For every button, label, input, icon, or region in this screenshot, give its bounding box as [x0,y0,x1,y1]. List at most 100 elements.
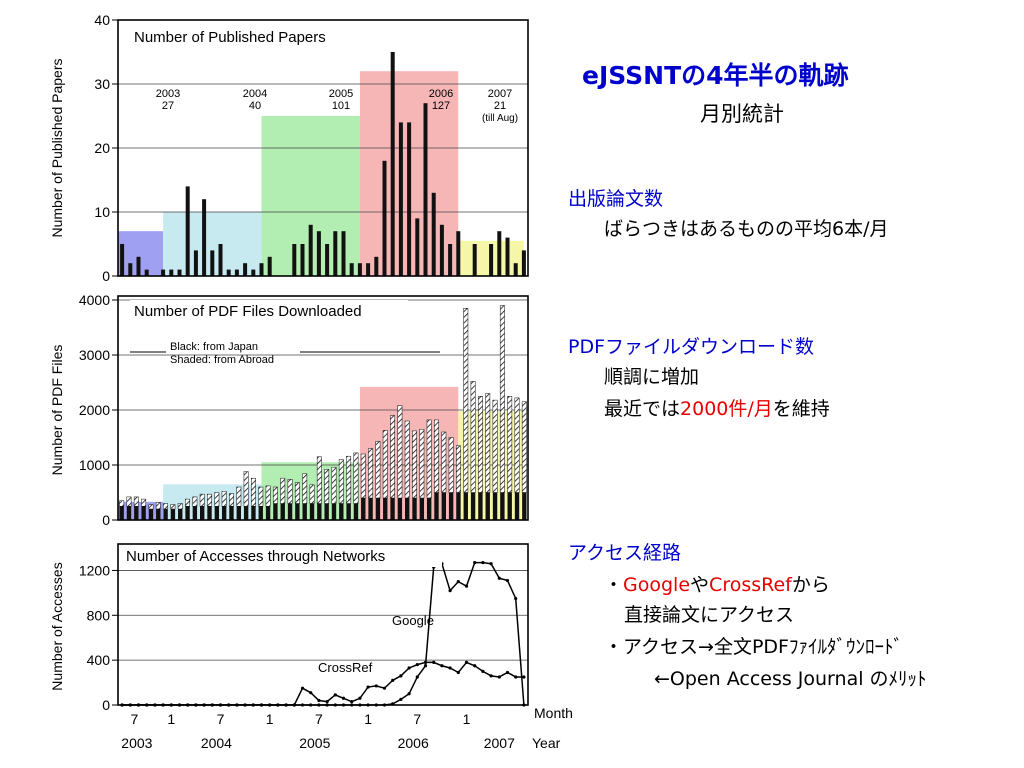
download-bar-japan [353,503,359,520]
download-bar-japan [178,509,183,520]
download-bar-japan [317,503,322,520]
point-crossref [366,685,370,689]
paper-bar [431,192,436,276]
y-tick-label: 1200 [79,562,110,578]
download-bar-abroad [397,405,403,499]
point-crossref [358,696,362,700]
section-heading-papers: 出版論文数 [568,188,664,210]
paper-bar [259,263,264,276]
x-month-tick: 1 [364,711,372,727]
download-bar-abroad [258,486,264,507]
point-crossref [382,686,387,690]
y-axis-label: Number of PDF Files [49,345,65,476]
download-bar-japan [448,492,454,520]
point-crossref [300,686,305,690]
download-bar-abroad [287,479,293,504]
download-bar-abroad [229,493,234,507]
download-bar-japan [287,503,293,520]
year-total-count: 21 [494,100,506,112]
paper-bar [489,244,494,276]
download-bar-japan [514,492,520,520]
x-year-axis-label: Year [532,735,561,751]
download-bar-japan [426,498,432,520]
download-bar-abroad [236,486,242,507]
y-tick-label: 1000 [79,457,110,473]
downloads-line2-pre: 最近では [604,398,681,420]
year-total-year: 2004 [243,88,267,100]
point-crossref [333,693,337,697]
point-google [456,580,460,584]
download-bar-abroad [272,486,278,504]
panel-title: eJSSNTの4年半の軌跡 [582,61,849,90]
download-bar-abroad [185,498,191,507]
paper-bar [185,186,190,276]
download-bar-abroad [441,431,447,493]
x-year-label: 2003 [121,735,152,751]
download-bar-japan [163,509,168,520]
access-line1-pre: ・ [604,574,624,596]
point-google [489,562,493,566]
download-bar-japan [309,503,315,520]
download-bar-abroad [382,430,388,499]
paper-bar [243,263,248,276]
chart-title: Number of Accesses through Networks [126,548,385,565]
download-bar-abroad [360,453,366,499]
x-month-tick: 7 [217,711,225,727]
download-bar-abroad [426,419,432,499]
series-label-google: Google [392,613,434,628]
paper-bar [349,263,354,276]
y-tick-label: 0 [102,268,110,284]
paper-bar [333,231,338,276]
year-total-year: 2007 [488,88,512,100]
download-bar-abroad [434,419,439,493]
download-bar-abroad [155,502,161,510]
access-line1-mid: や [690,574,710,596]
year-total-count: 40 [249,100,261,112]
paper-bar [144,269,149,276]
paper-bar [505,237,510,276]
point-google [481,560,485,565]
paper-bar [218,244,223,276]
download-bar-japan [214,506,220,520]
paper-bar [128,263,133,276]
point-google [423,664,428,668]
point-google [497,576,501,580]
download-bar-abroad [331,466,337,504]
y-tick-label: 4000 [79,292,110,308]
download-bar-abroad [141,498,147,507]
paper-bar [300,244,305,276]
x-month-tick: 7 [413,711,421,727]
x-axis-label: Month [534,705,573,721]
year-average-block-2007 [458,411,524,520]
point-crossref [464,660,469,664]
download-bar-japan [207,506,212,520]
year-total-year: 2006 [429,88,453,100]
download-bar-abroad [221,491,227,507]
paper-bar [177,269,182,276]
year-total-year: 2003 [156,88,180,100]
y-tick-label: 10 [94,204,110,220]
point-crossref [309,691,313,695]
download-bar-abroad [346,455,352,504]
section-heading-downloads: PDFファイルダウンロード数 [568,336,815,358]
paper-bar [390,52,395,276]
x-month-tick: 7 [315,711,323,727]
download-bar-japan [434,492,439,520]
download-bar-abroad [324,469,330,504]
download-bar-japan [441,492,446,520]
download-bar-abroad [485,393,491,493]
download-bar-japan [331,503,337,520]
download-bar-japan [265,506,271,520]
download-bar-japan [324,503,329,520]
paper-bar [316,231,321,276]
y-tick-label: 0 [102,512,110,528]
y-tick-label: 3000 [79,347,110,363]
point-google [448,589,452,593]
paper-bar [234,269,239,276]
paper-bar [382,160,387,276]
point-crossref [473,664,477,668]
download-bar-abroad [419,429,425,499]
section-access-line1: ・GoogleやCrossRefから [604,570,830,597]
point-crossref [505,670,510,675]
year-total-count: 127 [432,100,450,112]
